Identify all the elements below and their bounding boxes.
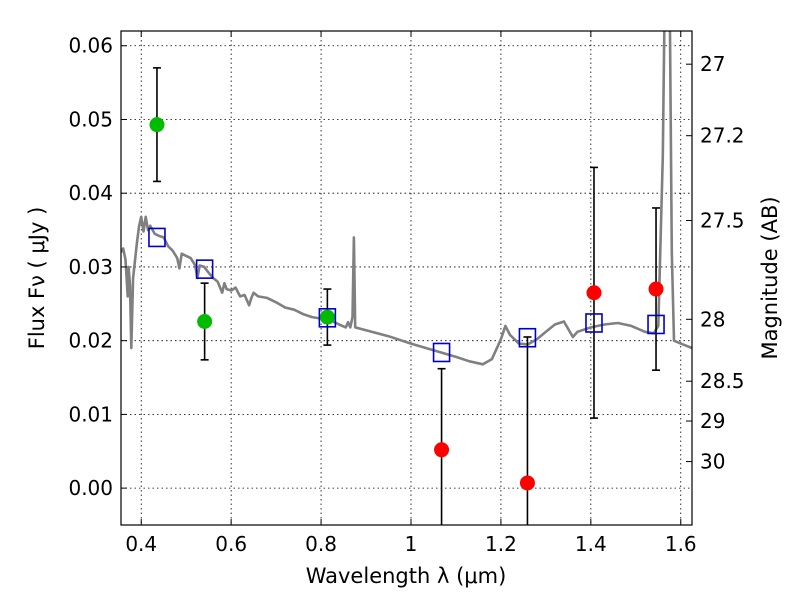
magnitude-tick-label: 27.2 [700, 124, 745, 148]
model-point-square [518, 327, 537, 348]
model-sed [121, 31, 692, 366]
magnitude-tick-label: 30 [700, 450, 725, 474]
y-tick-label: 0.06 [68, 34, 113, 58]
y-tick-label: 0.03 [68, 255, 113, 279]
grid [121, 31, 692, 525]
x-tick-label: 0.6 [215, 532, 247, 556]
data-point-circle [197, 314, 213, 330]
error-bars [152, 67, 661, 525]
y-tick-label: 0.05 [68, 107, 113, 131]
model-sed-line [121, 31, 692, 366]
model-point-square [195, 259, 214, 279]
x-tick-label: 0.8 [305, 532, 337, 556]
model-point-square [585, 313, 603, 333]
model-point-square [647, 314, 665, 335]
data-point-circle [648, 281, 664, 297]
magnitude-tick-label: 27 [700, 52, 725, 76]
model-point-square [432, 342, 451, 363]
y-tick-label: 0.04 [68, 181, 113, 205]
y-tick-label: 0.00 [68, 476, 113, 500]
data-point-circle [434, 442, 450, 458]
x-tick-label: 0.4 [125, 532, 157, 556]
magnitude-tick-label: 29 [700, 409, 725, 433]
magnitude-tick-label: 27.5 [700, 208, 745, 232]
magnitude-tick-label: 28.5 [700, 369, 745, 393]
axes: 0.4 0.6 0.8 1 1.2 1.4 1.6 0.00 0.01 0.02 0.03 0.04 0… [68, 31, 745, 556]
magnitude-tick-label: 28 [700, 307, 725, 331]
data-point-circle [149, 117, 165, 133]
y-axis-label: Flux Fν ( μJy ) [25, 207, 49, 350]
x-tick-label: 1.4 [575, 532, 607, 556]
x-tick-label: 1.2 [485, 532, 517, 556]
x-axis-label: Wavelength λ (μm) [306, 564, 507, 588]
data-point-circle [519, 475, 535, 491]
plot-frame [120, 30, 693, 526]
y-tick-label: 0.01 [68, 402, 113, 426]
x-tick-label: 1 [405, 532, 418, 556]
y-axis-right-label: Magnitude (AB) [758, 196, 782, 359]
model-point-square [318, 308, 337, 328]
x-tick-label: 1.6 [665, 532, 697, 556]
data-point-circle [586, 285, 602, 301]
data-point-circle [319, 309, 335, 325]
model-point-square [148, 227, 166, 248]
data-markers [148, 117, 665, 491]
y-tick-label: 0.02 [68, 329, 113, 353]
